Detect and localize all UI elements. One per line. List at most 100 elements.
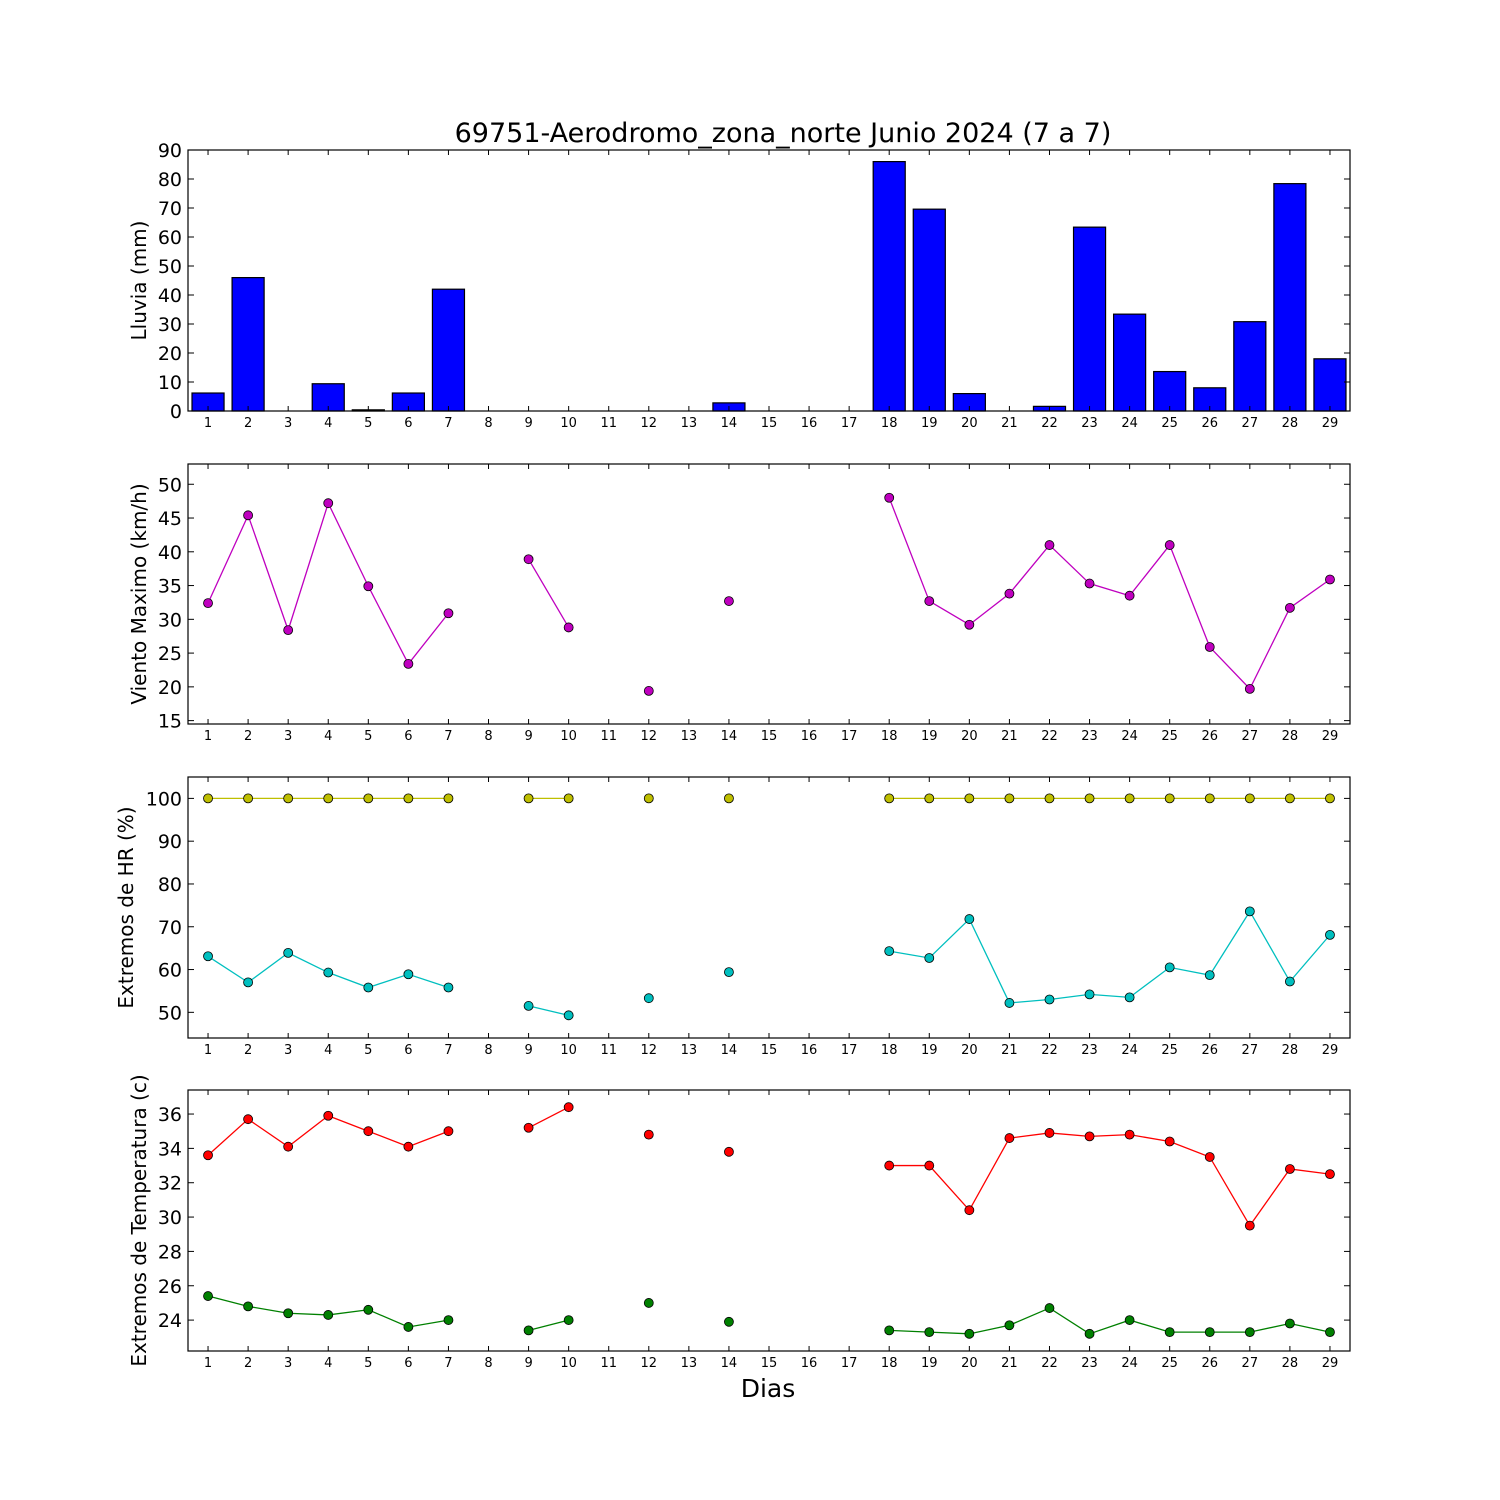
x-tick-label: 15 bbox=[761, 1043, 778, 1058]
series-1-point-day-12 bbox=[643, 1129, 654, 1140]
y-tick-label: 20 bbox=[158, 677, 182, 699]
y-axis-label: Lluvia (mm) bbox=[127, 221, 151, 341]
series-1-line-segment-2 bbox=[528, 1106, 569, 1129]
series-2-point-day-24 bbox=[1124, 992, 1135, 1003]
y-axis-label: Extremos de Temperatura (c) bbox=[127, 1074, 151, 1366]
x-tick-label: 5 bbox=[364, 416, 372, 431]
x-tick-label: 25 bbox=[1161, 1356, 1178, 1371]
series-2-point-day-27 bbox=[1244, 906, 1255, 917]
series-1-point-day-6 bbox=[403, 658, 414, 669]
series-1-point-day-28 bbox=[1284, 793, 1295, 804]
series-2-line-segment-2 bbox=[528, 1005, 569, 1016]
x-tick-label: 3 bbox=[284, 1356, 292, 1371]
x-tick-label: 22 bbox=[1041, 416, 1058, 431]
series-1-point-day-27 bbox=[1244, 1220, 1255, 1231]
series-1-point-day-7 bbox=[443, 608, 454, 619]
y-tick-label: 30 bbox=[158, 314, 182, 336]
series-1-point-day-22 bbox=[1044, 793, 1055, 804]
x-tick-label: 19 bbox=[921, 416, 938, 431]
series-1-point-day-18 bbox=[884, 1160, 895, 1171]
bar-day-2 bbox=[231, 277, 265, 412]
x-tick-label: 19 bbox=[921, 729, 938, 744]
series-1-point-day-24 bbox=[1124, 590, 1135, 601]
x-tick-label: 12 bbox=[641, 1043, 658, 1058]
x-tick-label: 15 bbox=[761, 416, 778, 431]
series-2-point-day-28 bbox=[1284, 1318, 1295, 1329]
series-1-point-day-10 bbox=[563, 622, 574, 633]
series-2-point-day-6 bbox=[403, 969, 414, 980]
series-2-point-day-3 bbox=[283, 947, 294, 958]
y-axis-label: Viento Maximo (km/h) bbox=[127, 483, 151, 704]
y-tick-label: 20 bbox=[158, 343, 182, 365]
x-tick-label: 21 bbox=[1001, 1356, 1018, 1371]
x-tick-label: 7 bbox=[444, 1043, 452, 1058]
series-2-point-day-27 bbox=[1244, 1327, 1255, 1338]
x-tick-label: 24 bbox=[1121, 1356, 1138, 1371]
x-tick-label: 8 bbox=[484, 1043, 492, 1058]
series-2-point-day-26 bbox=[1204, 1327, 1215, 1338]
series-1-point-day-25 bbox=[1164, 793, 1175, 804]
bar-day-24 bbox=[1112, 313, 1147, 412]
series-1-point-day-7 bbox=[443, 793, 454, 804]
x-tick-label: 2 bbox=[244, 416, 252, 431]
x-tick-label: 27 bbox=[1242, 1043, 1259, 1058]
x-tick-label: 23 bbox=[1081, 729, 1098, 744]
x-tick-label: 13 bbox=[681, 729, 698, 744]
series-1-point-day-10 bbox=[563, 1102, 574, 1113]
x-tick-label: 29 bbox=[1322, 1356, 1339, 1371]
series-2-point-day-1 bbox=[203, 951, 213, 962]
x-tick-label: 9 bbox=[524, 729, 532, 744]
bar-day-23 bbox=[1072, 226, 1107, 412]
x-tick-label: 21 bbox=[1001, 1043, 1018, 1058]
x-tick-label: 26 bbox=[1201, 729, 1218, 744]
series-2-point-day-12 bbox=[643, 1298, 654, 1308]
x-tick-label: 12 bbox=[641, 729, 658, 744]
x-tick-label: 11 bbox=[600, 1356, 617, 1371]
series-1-point-day-3 bbox=[283, 793, 294, 804]
series-2-point-day-2 bbox=[243, 1301, 254, 1312]
y-tick-label: 15 bbox=[158, 711, 182, 733]
y-tick-label: 25 bbox=[158, 643, 182, 665]
series-1-point-day-29 bbox=[1325, 574, 1335, 585]
y-tick-label: 90 bbox=[158, 831, 182, 853]
series-1-point-day-27 bbox=[1244, 793, 1255, 804]
x-tick-label: 16 bbox=[801, 416, 818, 431]
x-tick-label: 17 bbox=[841, 416, 858, 431]
y-tick-label: 50 bbox=[158, 474, 182, 496]
x-tick-label: 4 bbox=[324, 729, 332, 744]
y-tick-label: 60 bbox=[158, 227, 182, 249]
y-tick-label: 26 bbox=[158, 1276, 182, 1298]
y-tick-label: 28 bbox=[158, 1241, 182, 1263]
series-2-point-day-9 bbox=[523, 1325, 534, 1336]
x-tick-label: 17 bbox=[841, 729, 858, 744]
plot-frame bbox=[187, 463, 1351, 725]
series-2-point-day-25 bbox=[1164, 1327, 1175, 1338]
x-tick-label: 22 bbox=[1041, 1356, 1058, 1371]
y-tick-label: 10 bbox=[158, 372, 182, 394]
series-2-point-day-29 bbox=[1325, 929, 1335, 940]
x-tick-label: 13 bbox=[681, 1043, 698, 1058]
y-tick-label: 70 bbox=[158, 198, 182, 220]
series-1-point-day-2 bbox=[243, 1114, 254, 1125]
x-tick-label: 25 bbox=[1161, 416, 1178, 431]
series-2-point-day-7 bbox=[443, 982, 454, 993]
series-2-point-day-2 bbox=[243, 977, 254, 988]
x-tick-label: 4 bbox=[324, 1356, 332, 1371]
x-tick-label: 20 bbox=[961, 1356, 978, 1371]
y-tick-label: 40 bbox=[158, 285, 182, 307]
x-tick-label: 2 bbox=[244, 1043, 252, 1058]
x-tick-label: 29 bbox=[1322, 1043, 1339, 1058]
y-axis-label: Extremos de HR (%) bbox=[114, 806, 138, 1008]
series-2-point-day-28 bbox=[1284, 976, 1295, 987]
x-tick-label: 23 bbox=[1081, 1043, 1098, 1058]
x-tick-label: 28 bbox=[1282, 729, 1299, 744]
y-tick-label: 70 bbox=[158, 917, 182, 939]
x-tick-label: 23 bbox=[1081, 416, 1098, 431]
series-2-point-day-20 bbox=[964, 914, 975, 924]
x-tick-label: 2 bbox=[244, 729, 252, 744]
series-1-line-segment-2 bbox=[528, 558, 570, 628]
series-2-point-day-22 bbox=[1044, 1303, 1055, 1313]
series-1-point-day-4 bbox=[323, 1110, 334, 1121]
